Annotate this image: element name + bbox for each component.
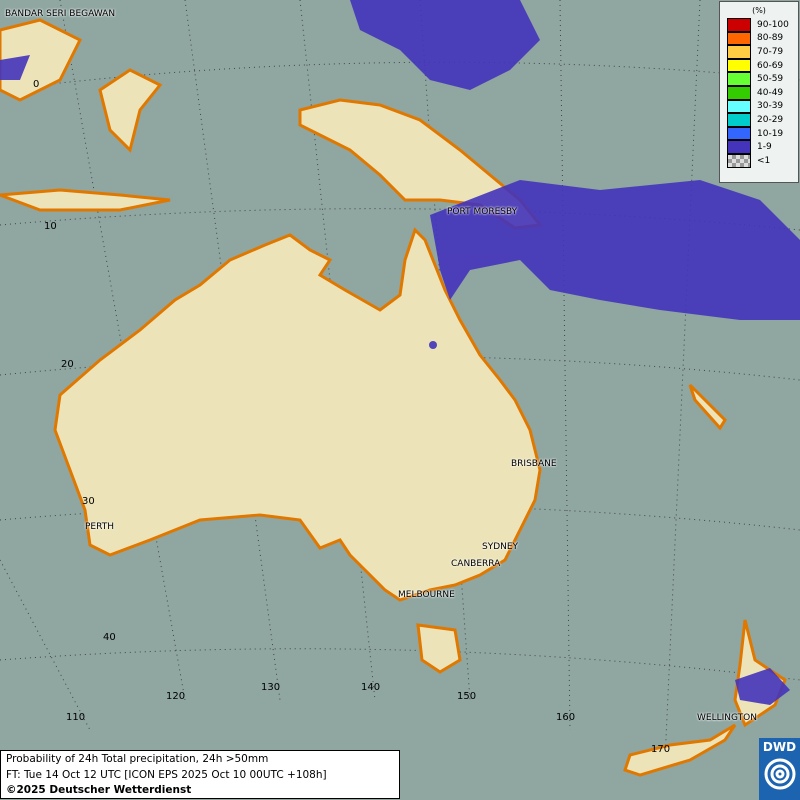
legend-item: 80-89	[720, 31, 798, 46]
legend-label: 80-89	[757, 33, 784, 44]
lat-label-20: 20	[61, 359, 74, 370]
legend-item: 60-69	[720, 58, 798, 73]
precipitation-areas	[0, 0, 800, 705]
legend-item: 40-49	[720, 85, 798, 100]
legend-swatch	[727, 85, 751, 100]
legend-swatch	[727, 45, 751, 59]
legend-label: 40-49	[757, 87, 784, 98]
lon-label-140: 140	[361, 682, 381, 693]
lon-label-110: 110	[66, 712, 86, 723]
legend-item: <1	[720, 153, 798, 168]
legend-item: 10-19	[720, 126, 798, 141]
copyright: ©2025 Deutscher Wetterdienst	[6, 784, 192, 796]
lon-label-120: 120	[166, 691, 186, 702]
legend-item: 30-39	[720, 99, 798, 114]
legend-label: 20-29	[757, 114, 784, 125]
legend-swatch	[727, 153, 751, 168]
lon-label-170: 170	[651, 744, 671, 755]
legend-label: <1	[757, 155, 771, 166]
new-caledonia	[688, 383, 727, 431]
city-bandar-seri-begawan: BANDAR SERI BEGAWAN	[5, 9, 116, 19]
tasmania	[416, 623, 462, 674]
legend-item: 70-79	[720, 45, 798, 59]
city-melbourne: MELBOURNE	[398, 590, 455, 600]
legend-label: 1-9	[757, 142, 772, 153]
land	[0, 18, 787, 777]
city-wellington: WELLINGTON	[697, 713, 757, 723]
legend-item: 90-100	[720, 18, 798, 32]
product-title: Probability of 24h Total precipitation, …	[6, 753, 269, 765]
legend-title: (%)	[752, 6, 766, 15]
legend-label: 10-19	[757, 128, 784, 139]
lat-label-0: 0	[33, 79, 40, 90]
city-port-moresby: PORT MORESBY	[447, 207, 518, 217]
lat-label-10: 10	[44, 221, 57, 232]
lon-label-150: 150	[457, 691, 477, 702]
legend-swatch	[727, 58, 751, 73]
legend-item: 50-59	[720, 72, 798, 86]
dwd-logo: DWD	[759, 738, 800, 800]
city-brisbane: BRISBANE	[511, 459, 557, 469]
forecast-time: FT: Tue 14 Oct 12 UTC [ICON EPS 2025 Oct…	[6, 768, 327, 781]
legend-swatch	[727, 72, 751, 86]
legend-label: 60-69	[757, 60, 784, 71]
logo-text: DWD	[762, 740, 797, 754]
legend-label: 90-100	[757, 19, 789, 30]
legend-label: 50-59	[757, 74, 784, 85]
legend-label: 30-39	[757, 101, 784, 112]
legend: (%) 90-100 80-89 70-79 60-69 50-59 40-49 30-39…	[719, 1, 799, 183]
legend-swatch	[727, 113, 751, 127]
info-box: Probability of 24h Total precipitation, …	[0, 750, 400, 799]
legend-swatch	[727, 18, 751, 32]
swirl-icon	[764, 758, 795, 790]
city-canberra: CANBERRA	[451, 559, 501, 569]
legend-swatch	[727, 31, 751, 46]
lat-label-40: 40	[103, 632, 116, 643]
city-sydney: SYDNEY	[482, 542, 519, 552]
legend-item: 20-29	[720, 113, 798, 127]
nz-south-island	[623, 723, 737, 777]
legend-swatch	[727, 126, 751, 141]
city-perth: PERTH	[85, 522, 114, 532]
lat-label-30: 30	[82, 496, 95, 507]
legend-swatch	[727, 140, 751, 154]
lon-label-130: 130	[261, 682, 281, 693]
legend-swatch	[727, 99, 751, 114]
legend-label: 70-79	[757, 46, 784, 57]
lon-label-160: 160	[556, 712, 576, 723]
australia	[53, 227, 542, 602]
legend-item: 1-9	[720, 140, 798, 154]
